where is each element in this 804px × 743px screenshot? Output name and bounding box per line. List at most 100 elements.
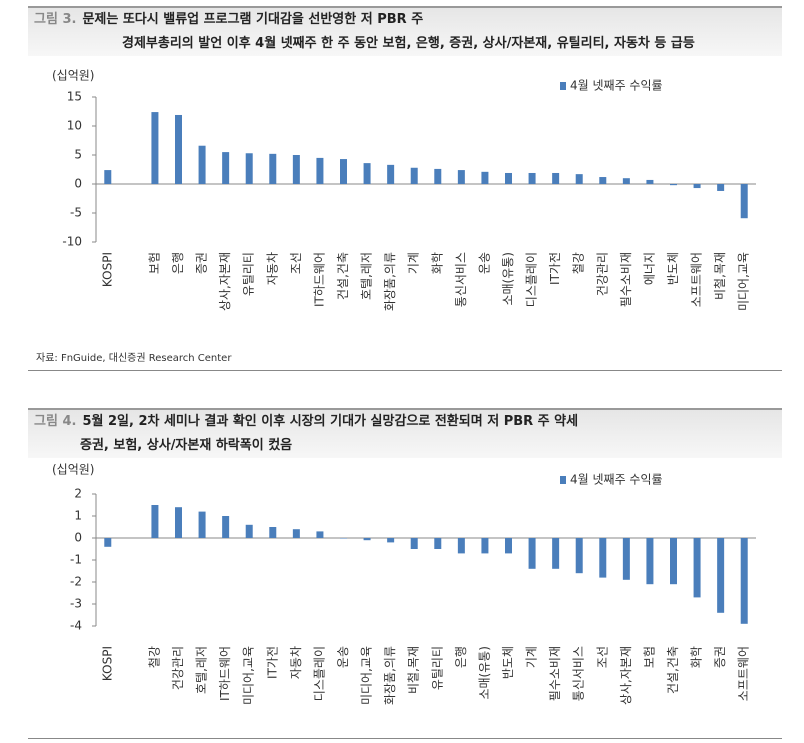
- bar: [340, 159, 347, 184]
- figure-subtitle: 경제부총리의 발언 이후 4월 넷째주 한 주 동안 보험, 은행, 증권, 상…: [122, 36, 695, 51]
- x-tick-label: 은행: [170, 252, 185, 274]
- x-tick-label: IT하드웨어: [218, 646, 232, 701]
- y-tick-label: 1: [74, 509, 82, 523]
- bar: [552, 172, 560, 184]
- y-tick-label: 2: [74, 487, 82, 501]
- x-tick-label: 미디어,교육: [737, 252, 751, 311]
- x-tick-label: 화장품,의류: [383, 646, 397, 705]
- bar: [292, 529, 300, 538]
- y-tick-label: -2: [70, 575, 82, 589]
- bar: [670, 538, 677, 585]
- x-tick-label: 상사,자본재: [619, 646, 633, 705]
- x-tick-label: 필수소비재: [548, 646, 562, 701]
- x-tick-label: IT하드웨어: [312, 252, 326, 307]
- x-tick-label: 철강: [572, 252, 586, 274]
- x-tick-label: 화장품,의류: [383, 252, 397, 311]
- figure-title: 5월 2일, 2차 세미나 결과 확인 이후 시장의 기대가 실망감으로 전환되…: [82, 414, 579, 429]
- x-tick-label: 건설,건축: [666, 646, 680, 694]
- x-tick-label: 비철,목재: [407, 646, 421, 694]
- bar: [505, 172, 512, 184]
- bar: [622, 178, 630, 184]
- figure-title: 문제는 또다시 밸류업 프로그램 기대감을 선반영한 저 PBR 주: [82, 12, 424, 27]
- bar: [316, 157, 324, 184]
- x-tick-label: 통신서비스: [454, 252, 468, 307]
- x-tick-label: 유틸리티: [242, 252, 256, 296]
- y-tick-label: -10: [62, 235, 82, 249]
- bar: [599, 177, 607, 184]
- x-tick-label: 건강관리: [171, 646, 185, 690]
- x-tick-label: 통신서비스: [572, 646, 586, 701]
- y-tick-label: 15: [67, 90, 82, 104]
- x-tick-label: 보험: [147, 252, 161, 274]
- x-tick-label: 호텔,레저: [360, 252, 374, 300]
- x-tick-label: 호텔,레저: [195, 646, 209, 694]
- x-tick-label: 소프트웨어: [690, 252, 704, 307]
- figure-header: 그림 3. 문제는 또다시 밸류업 프로그램 기대감을 선반영한 저 PBR 주 …: [28, 6, 782, 56]
- x-tick-label: IT가전: [265, 646, 279, 679]
- y-tick-label: 0: [74, 177, 82, 191]
- y-axis-label: (십억원): [52, 463, 94, 477]
- bar: [505, 538, 512, 554]
- x-tick-label: 에너지: [642, 252, 656, 285]
- bar: [528, 172, 536, 184]
- x-tick-label: 화학: [690, 646, 704, 668]
- figure-label: 그림 3.: [34, 12, 77, 27]
- y-tick-label: 0: [74, 531, 82, 545]
- x-tick-label: 유틸리티: [430, 646, 444, 690]
- bar: [646, 538, 654, 585]
- x-tick-label: 철강: [147, 646, 161, 668]
- x-tick-label: IT가전: [548, 252, 562, 285]
- divider: [28, 738, 782, 739]
- bar: [104, 538, 112, 547]
- bar: [104, 170, 112, 184]
- legend-label: 4월 넷째주 수익률: [570, 473, 663, 487]
- y-tick-label: -5: [70, 206, 82, 220]
- x-tick-label: 소프트웨어: [737, 646, 751, 701]
- x-tick-label: 조선: [289, 252, 303, 274]
- bar: [340, 538, 347, 539]
- bar: [151, 505, 159, 538]
- x-tick-label: 기계: [407, 252, 421, 274]
- bar: [222, 516, 230, 538]
- x-tick-label: 운송: [336, 646, 350, 668]
- x-tick-label: 기계: [525, 646, 539, 668]
- bar: [151, 112, 159, 184]
- bar: [316, 531, 324, 538]
- bar: [740, 184, 748, 219]
- figure-header: 그림 4. 5월 2일, 2차 세미나 결과 확인 이후 시장의 기대가 실망감으…: [28, 408, 782, 458]
- y-tick-label: 5: [74, 148, 82, 162]
- bar: [575, 174, 583, 184]
- legend-label: 4월 넷째주 수익률: [570, 79, 663, 93]
- bar: [693, 184, 701, 189]
- x-tick-label: 자동차: [289, 646, 303, 679]
- y-tick-label: 10: [67, 119, 82, 133]
- x-tick-label: 건설,건축: [336, 252, 350, 300]
- x-tick-label: 소매(유통): [501, 252, 515, 306]
- bar: [670, 184, 677, 186]
- divider: [28, 370, 782, 371]
- bar: [599, 538, 607, 578]
- bar: [481, 171, 489, 184]
- x-tick-label: 조선: [595, 646, 609, 668]
- bar: [457, 170, 465, 184]
- y-tick-label: -3: [70, 597, 82, 611]
- x-tick-label: 화학: [430, 252, 444, 274]
- bar: [410, 538, 418, 549]
- bar: [528, 538, 536, 569]
- bar: [717, 538, 725, 613]
- x-tick-label: KOSPI: [100, 252, 114, 287]
- x-tick-label: 미디어,교육: [360, 646, 374, 705]
- x-tick-label: 반도체: [666, 252, 680, 285]
- bar: [434, 538, 442, 549]
- source: 자료: FnGuide, 대신증권 Research Center: [36, 353, 232, 364]
- x-tick-label: 증권: [195, 252, 209, 274]
- legend-swatch: [560, 82, 566, 90]
- bar: [269, 527, 277, 538]
- x-tick-label: 디스플레이: [312, 646, 326, 701]
- y-tick-label: -1: [70, 553, 82, 567]
- bar: [457, 538, 465, 554]
- x-tick-label: 미디어,교육: [242, 646, 256, 705]
- bar: [552, 538, 560, 569]
